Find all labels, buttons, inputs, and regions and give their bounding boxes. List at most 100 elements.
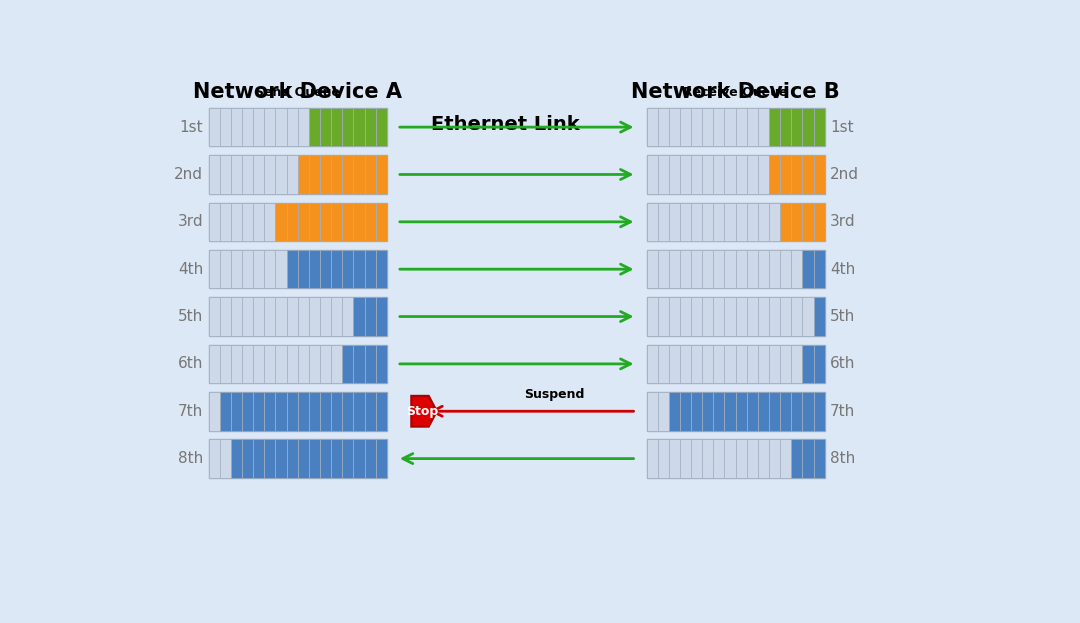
Bar — [647, 202, 825, 241]
Bar — [769, 155, 780, 194]
Bar — [802, 155, 813, 194]
Bar — [746, 392, 758, 430]
Bar — [658, 108, 669, 146]
Bar — [208, 392, 219, 430]
Bar — [725, 392, 735, 430]
Bar — [802, 345, 813, 383]
Bar — [332, 439, 342, 478]
Bar — [376, 345, 387, 383]
Bar — [735, 297, 746, 336]
Bar — [265, 250, 275, 288]
Bar — [208, 108, 387, 146]
Bar — [208, 202, 219, 241]
Bar — [286, 108, 298, 146]
Bar — [208, 392, 387, 430]
Bar — [320, 202, 332, 241]
Bar — [298, 108, 309, 146]
Bar — [758, 345, 769, 383]
Bar — [691, 439, 702, 478]
Bar — [802, 250, 813, 288]
Bar — [219, 202, 231, 241]
Bar — [242, 439, 253, 478]
Bar — [702, 392, 714, 430]
Bar — [647, 250, 825, 288]
Bar — [332, 392, 342, 430]
Text: 3rd: 3rd — [831, 214, 855, 229]
Bar — [769, 250, 780, 288]
Bar — [735, 250, 746, 288]
Bar — [208, 250, 219, 288]
Text: 7th: 7th — [831, 404, 855, 419]
Bar — [691, 202, 702, 241]
Bar — [680, 392, 691, 430]
Bar — [253, 155, 265, 194]
Bar — [265, 202, 275, 241]
Bar — [286, 345, 298, 383]
Bar — [746, 250, 758, 288]
Bar — [813, 250, 825, 288]
Bar — [658, 345, 669, 383]
Bar — [208, 345, 387, 383]
Bar — [219, 392, 231, 430]
Bar — [746, 297, 758, 336]
Bar — [647, 345, 825, 383]
Bar — [647, 155, 658, 194]
Bar — [320, 392, 332, 430]
Bar — [746, 202, 758, 241]
Bar — [286, 202, 298, 241]
Bar — [802, 108, 813, 146]
Bar — [746, 155, 758, 194]
Bar — [792, 439, 802, 478]
Bar — [242, 250, 253, 288]
Bar — [309, 202, 320, 241]
Bar — [309, 439, 320, 478]
Bar — [658, 155, 669, 194]
Bar — [376, 155, 387, 194]
Bar — [725, 250, 735, 288]
Bar — [691, 345, 702, 383]
Bar — [275, 439, 286, 478]
Bar — [813, 345, 825, 383]
Bar — [208, 155, 219, 194]
Bar — [802, 439, 813, 478]
Text: Suspend: Suspend — [525, 388, 585, 401]
Bar — [680, 250, 691, 288]
Bar — [353, 392, 365, 430]
Bar — [669, 250, 680, 288]
Bar — [647, 297, 658, 336]
Bar — [353, 297, 365, 336]
Bar — [208, 297, 219, 336]
Bar — [658, 250, 669, 288]
Bar — [208, 250, 387, 288]
Text: 8th: 8th — [831, 451, 855, 466]
Bar — [320, 297, 332, 336]
Bar — [231, 155, 242, 194]
Bar — [275, 108, 286, 146]
Bar — [353, 250, 365, 288]
Bar — [658, 297, 669, 336]
Bar — [298, 392, 309, 430]
Bar — [320, 250, 332, 288]
Bar — [691, 155, 702, 194]
Text: Network Device B: Network Device B — [631, 82, 840, 102]
Bar — [647, 297, 825, 336]
Text: Stop: Stop — [406, 405, 438, 418]
Bar — [780, 250, 792, 288]
Bar — [332, 202, 342, 241]
Bar — [792, 108, 802, 146]
Bar — [265, 345, 275, 383]
Bar — [669, 345, 680, 383]
Bar — [769, 297, 780, 336]
Bar — [813, 108, 825, 146]
Bar — [309, 345, 320, 383]
Bar — [802, 297, 813, 336]
Bar — [702, 108, 714, 146]
Bar — [219, 439, 231, 478]
Bar — [758, 155, 769, 194]
Bar — [342, 439, 353, 478]
Bar — [286, 250, 298, 288]
Bar — [680, 202, 691, 241]
Bar — [669, 202, 680, 241]
Bar — [669, 439, 680, 478]
Text: 6th: 6th — [178, 356, 203, 371]
